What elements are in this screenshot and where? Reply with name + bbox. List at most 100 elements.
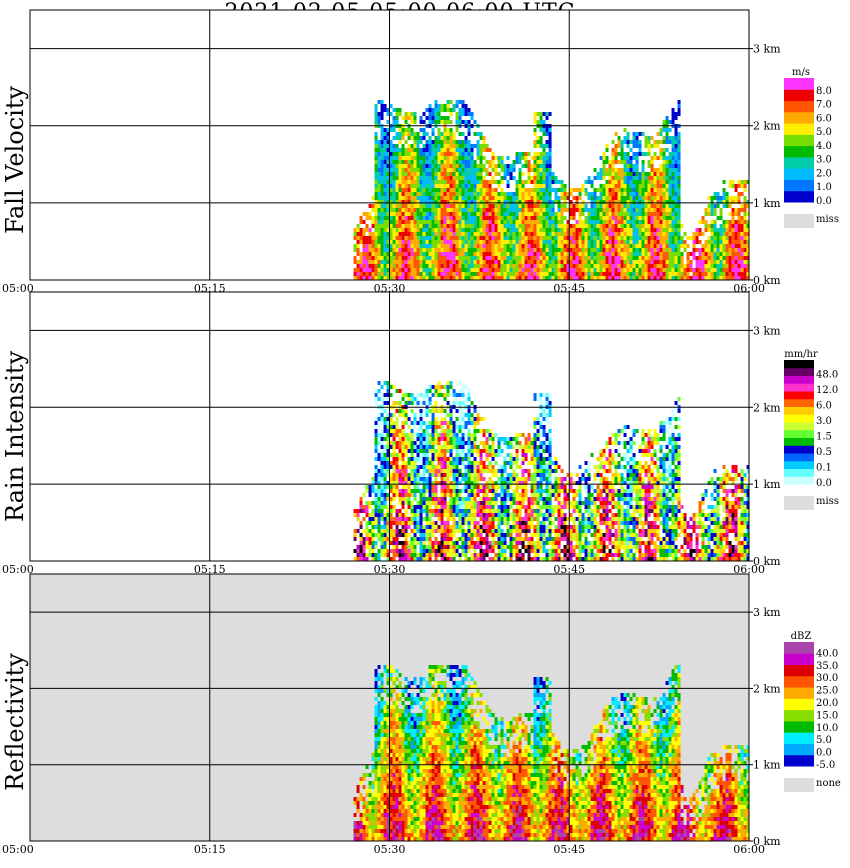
data-cell <box>572 276 576 280</box>
data-cell <box>383 164 387 168</box>
data-cell <box>431 108 435 112</box>
data-cell <box>422 128 426 132</box>
data-cell <box>557 212 561 216</box>
data-cell <box>410 397 414 401</box>
data-cell <box>398 112 402 116</box>
data-cell <box>635 228 639 232</box>
data-cell <box>611 176 615 180</box>
data-cell <box>575 188 579 192</box>
data-cell <box>428 437 432 441</box>
data-cell <box>461 164 465 168</box>
data-cell <box>476 180 480 184</box>
data-cell <box>437 441 441 445</box>
data-cell <box>413 200 417 204</box>
data-cell <box>512 212 516 216</box>
data-cell <box>449 525 453 529</box>
data-cell <box>500 240 504 244</box>
data-cell <box>611 216 615 220</box>
data-cell <box>533 240 537 244</box>
data-cell <box>650 268 654 272</box>
data-cell <box>653 276 657 280</box>
data-cell <box>440 473 444 477</box>
data-cell <box>527 236 531 240</box>
data-cell <box>572 240 576 244</box>
data-cell <box>434 457 438 461</box>
data-cell <box>629 232 633 236</box>
data-cell <box>473 220 477 224</box>
data-cell <box>527 188 531 192</box>
data-cell <box>374 180 378 184</box>
data-cell <box>644 184 648 188</box>
data-cell <box>467 220 471 224</box>
data-cell <box>629 168 633 172</box>
data-cell <box>617 176 621 180</box>
data-cell <box>680 276 684 280</box>
data-cell <box>569 224 573 228</box>
data-cell <box>530 256 534 260</box>
data-cell <box>398 176 402 180</box>
data-cell <box>668 156 672 160</box>
data-cell <box>593 224 597 228</box>
data-cell <box>383 128 387 132</box>
data-cell <box>440 152 444 156</box>
data-cell <box>446 200 450 204</box>
data-cell <box>512 272 516 276</box>
data-cell <box>677 208 681 212</box>
data-cell <box>623 164 627 168</box>
data-cell <box>431 216 435 220</box>
data-cell <box>713 272 717 276</box>
data-cell <box>440 272 444 276</box>
data-cell <box>464 108 468 112</box>
data-cell <box>569 236 573 240</box>
data-cell <box>656 168 660 172</box>
data-cell <box>476 240 480 244</box>
data-cell <box>674 112 678 116</box>
data-cell <box>392 473 396 477</box>
colorbar-label: 0.0 <box>816 196 832 207</box>
data-cell <box>539 248 543 252</box>
data-cell <box>410 216 414 220</box>
data-cell <box>371 252 375 256</box>
data-cell <box>707 256 711 260</box>
data-cell <box>434 485 438 489</box>
data-cell <box>614 152 618 156</box>
data-cell <box>434 429 438 433</box>
data-cell <box>632 268 636 272</box>
data-cell <box>362 276 366 280</box>
data-cell <box>719 208 723 212</box>
data-cell <box>437 276 441 280</box>
data-cell <box>455 248 459 252</box>
data-cell <box>608 232 612 236</box>
data-cell <box>605 188 609 192</box>
data-cell <box>683 240 687 244</box>
data-cell <box>620 168 624 172</box>
data-cell <box>410 529 414 533</box>
data-cell <box>599 184 603 188</box>
data-cell <box>689 236 693 240</box>
data-cell <box>410 208 414 212</box>
data-cell <box>377 212 381 216</box>
data-cell <box>437 389 441 393</box>
data-cell <box>455 168 459 172</box>
data-cell <box>563 244 567 248</box>
data-cell <box>425 413 429 417</box>
data-cell <box>368 268 372 272</box>
data-cell <box>374 104 378 108</box>
data-cell <box>383 200 387 204</box>
data-cell <box>635 136 639 140</box>
data-cell <box>395 136 399 140</box>
data-cell <box>443 509 447 513</box>
data-cell <box>626 184 630 188</box>
data-cell <box>383 244 387 248</box>
data-cell <box>446 100 450 104</box>
data-cell <box>728 196 732 200</box>
data-cell <box>644 272 648 276</box>
data-cell <box>470 244 474 248</box>
data-cell <box>467 200 471 204</box>
data-cell <box>425 268 429 272</box>
data-cell <box>671 144 675 148</box>
data-cell <box>536 140 540 144</box>
data-cell <box>461 144 465 148</box>
data-cell <box>578 276 582 280</box>
data-cell <box>677 180 681 184</box>
